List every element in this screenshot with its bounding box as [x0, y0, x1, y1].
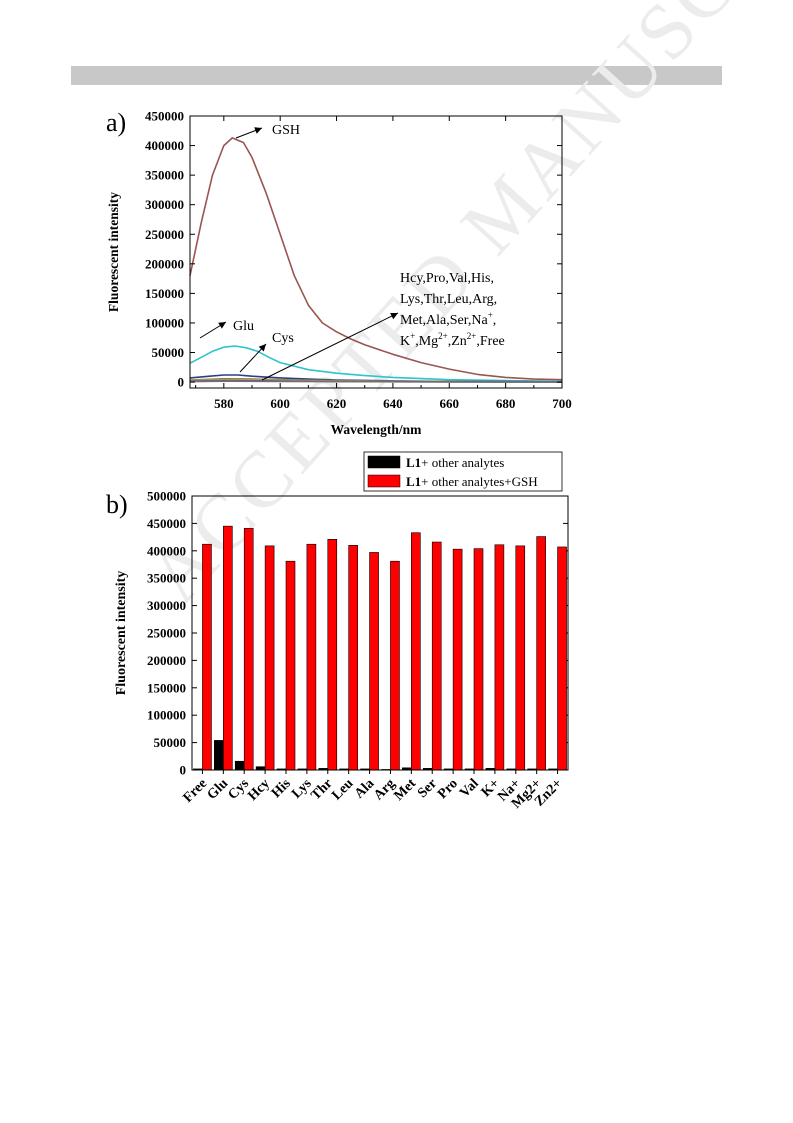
x-tick-label: 660	[440, 396, 460, 411]
spectrum-line-0	[189, 137, 563, 381]
bar-analyte-gsh	[243, 528, 254, 771]
others-text: ,	[493, 313, 497, 328]
others-text: ,Mg	[415, 334, 438, 349]
y-tick-label: 200000	[147, 653, 186, 668]
others-superscript: +	[488, 310, 493, 320]
y-tick-label: 100000	[147, 708, 186, 723]
y-tick-label: 400000	[147, 543, 186, 558]
bar-analyte-gsh	[557, 546, 567, 771]
legend-label-0: L1+ other analytes	[406, 455, 504, 470]
others-arrow	[261, 312, 399, 381]
y-tick-label: 300000	[145, 197, 184, 212]
x-axis-title: Wavelength/nm	[331, 422, 423, 437]
others-text: K	[400, 334, 410, 349]
y-tick-label: 50000	[152, 345, 185, 360]
selectivity-bar-chart: 0 50000 100000 150000 200000 250000 300000 3500…	[114, 451, 569, 812]
y-tick-label: 300000	[147, 598, 186, 613]
y-tick-label: 450000	[147, 516, 186, 531]
y-axis-title: Fluorescent intensity	[106, 192, 121, 312]
x-tick-label: Val	[457, 776, 482, 801]
glu-arrow-head	[218, 322, 226, 329]
y-tick-label: 350000	[145, 168, 184, 183]
x-tick-label: 640	[383, 396, 403, 411]
others-text: Met,Ala,Ser,Na	[400, 313, 488, 328]
y-tick-label: 0	[178, 375, 185, 390]
cys-arrow-head	[258, 344, 266, 352]
header-bar	[71, 66, 722, 85]
legend-prefix: L1	[406, 455, 421, 470]
panel-b-label: b)	[106, 490, 128, 519]
x-tick-label: Ser	[415, 776, 440, 801]
legend-label-1: L1+ other analytes+GSH	[406, 474, 538, 489]
bar-analyte	[214, 740, 224, 771]
bar-analyte-gsh	[431, 541, 442, 771]
panel-a-label: a)	[106, 108, 127, 137]
gsh-arrow-head	[254, 127, 262, 134]
glu-label: Glu	[233, 319, 254, 334]
spectrum-line-6	[189, 380, 562, 383]
y-tick-label: 400000	[145, 138, 184, 153]
bar-analyte-gsh	[390, 560, 400, 771]
bar-analyte-gsh	[348, 545, 358, 771]
y-tick-label: 200000	[145, 256, 184, 271]
bar-analyte-gsh	[452, 548, 463, 771]
bar-analyte	[234, 760, 245, 771]
y-tick-label: 250000	[145, 227, 184, 242]
others-text: ,Zn	[448, 334, 467, 349]
bar-analyte-gsh	[264, 545, 275, 771]
x-tick-label: 580	[214, 396, 234, 411]
bar-analyte-gsh	[202, 543, 212, 771]
y-tick-label: 150000	[145, 286, 184, 301]
y-tick-label: 100000	[145, 315, 184, 330]
legend-text: + other analytes+GSH	[421, 474, 537, 489]
bar-analyte-gsh	[494, 544, 505, 771]
others-superscript: 2+	[467, 331, 477, 341]
y-tick-label: 0	[180, 763, 187, 778]
bar-analyte-gsh	[515, 545, 526, 771]
others-superscript: 2+	[438, 331, 448, 341]
bar-analyte-gsh	[369, 552, 379, 771]
others-arrow-head	[390, 312, 398, 320]
cys-label: Cys	[272, 331, 294, 346]
spectrum-line-1	[189, 345, 563, 382]
y-tick-label: 450000	[145, 109, 184, 124]
x-tick-label: 680	[496, 396, 516, 411]
emission-spectra-chart: 580 600 620 640 660 680 700 0 50000 100000 150000 2…	[106, 109, 572, 438]
legend-text: + other analytes	[421, 455, 504, 470]
others-label-line-2: Lys,Thr,Leu,Arg,	[400, 292, 497, 307]
x-tick-label: His	[269, 776, 294, 801]
others-label-line-3: Met,Ala,Ser,Na+,	[400, 310, 496, 328]
others-text: ,Free	[476, 334, 504, 349]
plot-frame	[189, 115, 563, 389]
y-tick-label: 50000	[154, 735, 187, 750]
gsh-label: GSH	[272, 123, 300, 138]
bar-analyte-gsh	[411, 532, 421, 771]
x-tick-label: 600	[270, 396, 290, 411]
legend-swatch-analyte	[367, 455, 401, 469]
bar-analyte-gsh	[327, 538, 338, 771]
x-tick-label: 620	[327, 396, 347, 411]
y-tick-label: 500000	[147, 489, 186, 504]
legend-swatch-analyte-gsh	[367, 474, 401, 488]
bar-analyte-gsh	[536, 536, 546, 771]
bar-analyte-gsh	[223, 525, 233, 771]
others-label-line-4: K+,Mg2+,Zn2+,Free	[400, 331, 505, 349]
legend-prefix: L1	[406, 474, 421, 489]
others-superscript: +	[410, 331, 415, 341]
y-tick-label: 250000	[147, 626, 186, 641]
x-tick-label: 700	[552, 396, 572, 411]
bar-analyte-gsh	[306, 543, 317, 771]
y-tick-label: 350000	[147, 571, 186, 586]
others-label-line-1: Hcy,Pro,Val,His,	[400, 271, 494, 286]
bar-analyte-gsh	[473, 548, 484, 771]
bar-analyte-gsh	[285, 560, 296, 771]
y-axis-title: Fluorescent intensity	[114, 571, 129, 696]
plot-frame	[191, 495, 569, 771]
y-tick-label: 150000	[147, 680, 186, 695]
